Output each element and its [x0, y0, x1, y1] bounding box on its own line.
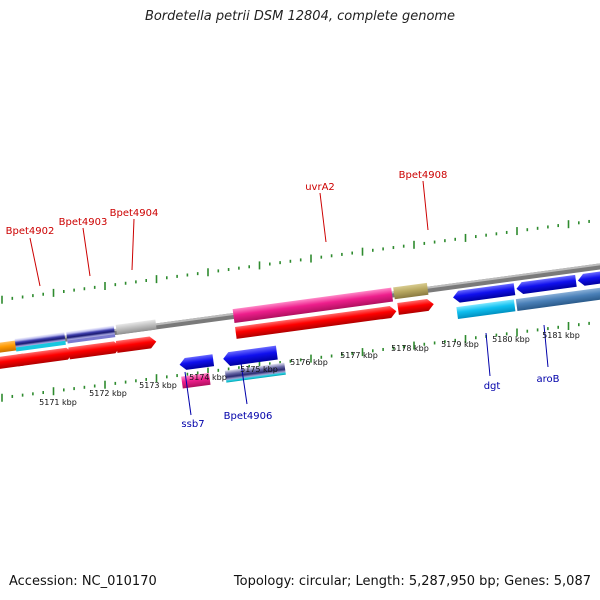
position-label: 5173 kbp	[139, 381, 177, 390]
gene-feature-bpet4906[interactable]	[224, 362, 286, 383]
label-leader-line	[485, 332, 491, 377]
position-label: 5177 kbp	[340, 351, 378, 360]
label-leader-line	[543, 324, 549, 368]
upper-tick-row	[1, 219, 590, 304]
gene-arrow-reverse[interactable]	[516, 274, 577, 295]
gene-feature-bpet4908[interactable]	[393, 282, 429, 300]
label-leader-line	[82, 227, 91, 277]
gene-feature-bpet4902[interactable]	[14, 331, 66, 349]
gene-label-dgt[interactable]: dgt	[484, 381, 501, 392]
gene-arrow-reverse[interactable]	[179, 354, 215, 370]
upper-gene-label-group: Bpet4902 Bpet4903 Bpet4904 uvrA2 Bpet490…	[6, 170, 448, 287]
gene-arrow-forward[interactable]	[16, 347, 74, 367]
label-leader-line	[29, 237, 41, 287]
label-leader-line	[184, 371, 192, 416]
position-label: 5178 kbp	[391, 344, 429, 353]
gene-arrow-forward[interactable]	[397, 298, 434, 315]
gene-feature-uvra2[interactable]	[232, 287, 394, 323]
gene-arrow-reverse[interactable]	[222, 345, 278, 367]
position-label: 5174 kbp	[189, 373, 227, 382]
map-title: Bordetella petrii DSM 12804, complete ge…	[144, 9, 456, 24]
position-label: 5175 kbp	[240, 365, 278, 374]
label-leader-line	[422, 180, 429, 231]
gene-label-bpet4906[interactable]: Bpet4906	[224, 411, 273, 422]
position-label: 5172 kbp	[89, 389, 127, 398]
gene-label-ssb7[interactable]: ssb7	[181, 419, 204, 430]
gene-label-bpet4902[interactable]: Bpet4902	[6, 226, 55, 237]
gene-arrow-forward[interactable]	[68, 341, 121, 360]
gene-label-arob[interactable]: aroB	[537, 374, 560, 385]
gene-arrow-reverse[interactable]	[577, 269, 600, 287]
position-label-group: 5171 kbp 5172 kbp 5173 kbp 5174 kbp 5175…	[39, 331, 580, 407]
label-leader-line	[131, 218, 135, 271]
gene-feature-bpet4904[interactable]	[115, 319, 157, 335]
gene-arrow-reverse[interactable]	[452, 283, 516, 303]
position-label: 5179 kbp	[441, 340, 479, 349]
label-leader-line	[319, 192, 327, 243]
gene-band	[67, 334, 116, 344]
accession-label: Accession: NC_010170	[9, 574, 157, 589]
gene-label-bpet4904[interactable]: Bpet4904	[110, 208, 159, 219]
topology-label: Topology: circular; Length: 5,287,950 bp…	[233, 574, 591, 589]
gene-arrow-forward[interactable]	[235, 305, 397, 339]
position-label: 5176 kbp	[290, 358, 328, 367]
gene-label-bpet4903[interactable]: Bpet4903	[59, 217, 108, 228]
gene-label-uvra2[interactable]: uvrA2	[305, 182, 335, 193]
gene-arrow-forward[interactable]	[115, 336, 157, 353]
position-label: 5171 kbp	[39, 398, 77, 407]
gene-feature-bpet4903[interactable]	[66, 325, 116, 342]
gene-feature-arob[interactable]	[515, 284, 600, 311]
label-leader-line	[240, 362, 248, 405]
gene-feature-ssb7[interactable]	[181, 372, 211, 389]
gene-label-bpet4908[interactable]: Bpet4908	[399, 170, 448, 181]
lower-gene-label-group: ssb7 Bpet4906 dgt aroB	[181, 324, 560, 430]
gene-feature-dgt[interactable]	[456, 299, 516, 320]
gene-band	[15, 340, 66, 352]
position-label: 5180 kbp	[492, 335, 530, 344]
position-label: 5181 kbp	[542, 331, 580, 340]
